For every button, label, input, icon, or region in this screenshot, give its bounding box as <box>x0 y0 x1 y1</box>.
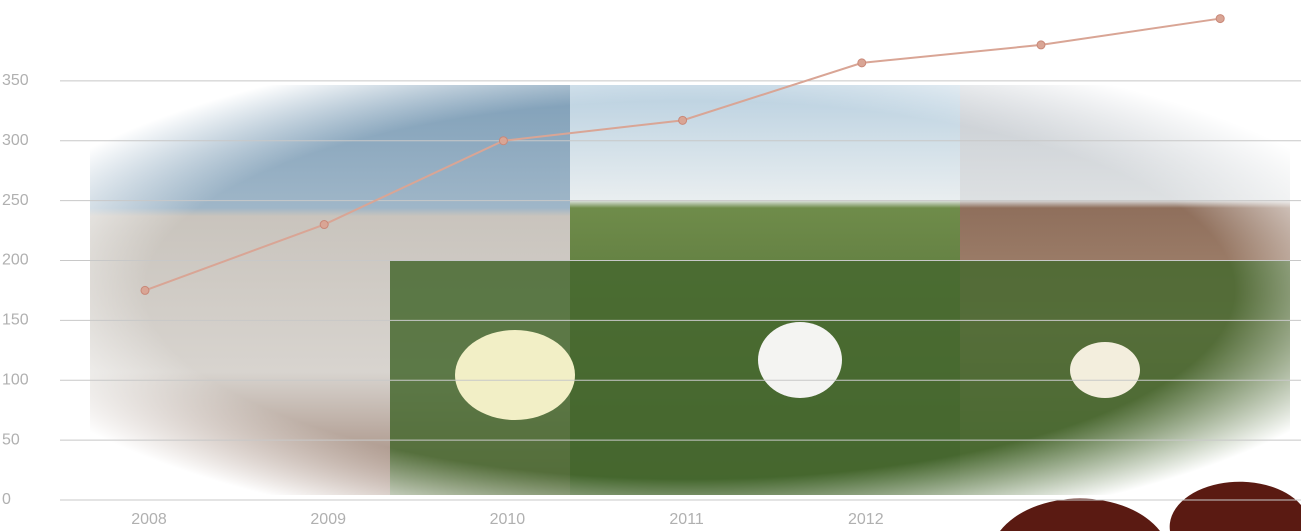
data-point <box>1036 40 1046 50</box>
x-tick-label: 2009 <box>310 511 346 528</box>
y-tick-label: 350 <box>2 72 29 89</box>
data-point <box>1215 14 1225 24</box>
x-tick-label: 2012 <box>848 511 884 528</box>
x-tick-label: 2008 <box>131 511 167 528</box>
data-point <box>319 220 329 230</box>
data-point <box>498 136 508 146</box>
x-tick-label: 2011 <box>669 511 704 528</box>
y-tick-label: 50 <box>2 431 20 448</box>
y-tick-label: 200 <box>2 252 29 269</box>
y-tick-label: 150 <box>2 312 29 329</box>
x-tick-label: 2010 <box>490 511 526 528</box>
data-point <box>678 115 688 125</box>
data-point <box>857 58 867 68</box>
y-tick-label: 300 <box>2 132 29 149</box>
y-tick-label: 100 <box>2 371 29 388</box>
background-photo <box>85 80 1301 531</box>
y-tick-label: 0 <box>2 491 11 508</box>
y-tick-label: 250 <box>2 192 29 209</box>
data-point <box>140 285 150 295</box>
